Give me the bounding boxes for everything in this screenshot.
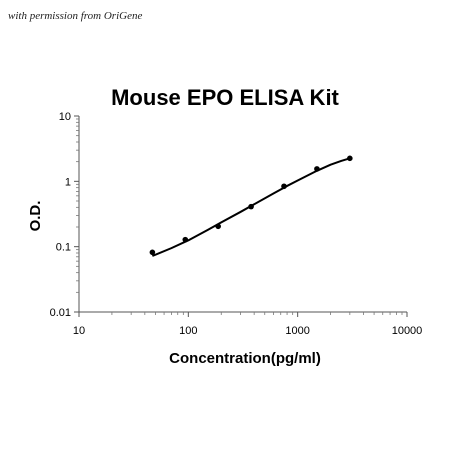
x-axis-label: Concentration(pg/ml) <box>169 350 321 367</box>
data-point <box>248 203 254 210</box>
data-point <box>347 155 353 162</box>
y-tick-label: 1 <box>65 176 71 188</box>
chart-title: Mouse EPO ELISA Kit <box>111 85 339 110</box>
x-tick-label: 100 <box>179 325 197 337</box>
axes: 0.01 0.1 1 10 10 100 1000 10000 <box>50 111 423 337</box>
plot-area <box>149 155 353 257</box>
y-tick-label: 10 <box>59 111 71 123</box>
y-axis-label: O.D. <box>27 201 44 232</box>
fit-curve <box>151 157 351 257</box>
data-point <box>215 223 221 230</box>
x-tick-label: 10 <box>73 325 85 337</box>
permission-note: with permission from OriGene <box>8 10 143 22</box>
x-tick-label: 10000 <box>392 325 423 337</box>
y-tick-label: 0.1 <box>56 242 71 254</box>
data-point <box>314 166 320 172</box>
y-tick-label: 0.01 <box>50 307 71 319</box>
data-point <box>149 249 156 256</box>
x-tick-label: 1000 <box>285 325 309 337</box>
data-point <box>182 236 189 243</box>
data-point <box>281 183 287 190</box>
